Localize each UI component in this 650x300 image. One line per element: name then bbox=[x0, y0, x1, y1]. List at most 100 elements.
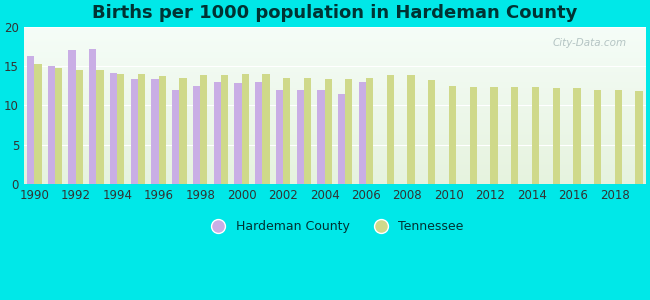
Bar bbox=[24, 53, 646, 55]
Bar bbox=[24, 55, 646, 56]
Bar bbox=[242, 74, 249, 184]
Bar bbox=[24, 123, 646, 124]
Bar bbox=[24, 45, 646, 47]
Bar bbox=[179, 78, 187, 184]
Bar bbox=[27, 56, 34, 184]
Bar bbox=[615, 90, 622, 184]
Bar bbox=[552, 88, 560, 184]
Bar bbox=[263, 74, 270, 184]
Bar bbox=[24, 173, 646, 175]
Legend: Hardeman County, Tennessee: Hardeman County, Tennessee bbox=[201, 215, 469, 238]
Bar bbox=[469, 87, 477, 184]
Bar bbox=[24, 128, 646, 129]
Bar bbox=[24, 47, 646, 49]
Bar bbox=[24, 80, 646, 82]
Bar bbox=[24, 176, 646, 178]
Bar bbox=[151, 80, 159, 184]
Bar bbox=[24, 91, 646, 93]
Bar bbox=[193, 86, 200, 184]
Bar bbox=[24, 150, 646, 151]
Bar bbox=[24, 58, 646, 60]
Bar bbox=[24, 49, 646, 50]
Bar bbox=[24, 124, 646, 126]
Bar bbox=[24, 112, 646, 113]
Bar bbox=[24, 116, 646, 118]
Bar bbox=[24, 181, 646, 183]
Bar bbox=[200, 75, 207, 184]
Bar bbox=[24, 110, 646, 112]
Bar bbox=[283, 78, 291, 184]
Bar bbox=[24, 113, 646, 115]
Bar bbox=[296, 90, 304, 184]
Bar bbox=[24, 98, 646, 99]
Bar bbox=[24, 41, 646, 42]
Bar bbox=[24, 64, 646, 66]
Bar bbox=[34, 64, 42, 184]
Bar bbox=[408, 75, 415, 184]
Bar bbox=[24, 30, 646, 31]
Bar bbox=[24, 68, 646, 69]
Bar bbox=[24, 71, 646, 72]
Bar bbox=[24, 104, 646, 105]
Bar bbox=[24, 126, 646, 128]
Bar bbox=[24, 61, 646, 63]
Bar bbox=[159, 76, 166, 184]
Bar bbox=[24, 118, 646, 120]
Bar bbox=[24, 39, 646, 41]
Bar bbox=[24, 26, 646, 28]
Bar bbox=[387, 75, 394, 184]
Bar bbox=[317, 90, 324, 184]
Bar bbox=[24, 145, 646, 146]
Bar bbox=[24, 107, 646, 109]
Bar bbox=[24, 105, 646, 107]
Bar bbox=[24, 131, 646, 132]
Bar bbox=[359, 82, 366, 184]
Bar bbox=[24, 28, 646, 30]
Bar bbox=[138, 74, 145, 184]
Bar bbox=[24, 154, 646, 156]
Bar bbox=[221, 75, 228, 184]
Bar bbox=[24, 170, 646, 172]
Bar bbox=[24, 86, 646, 88]
Bar bbox=[47, 66, 55, 184]
Bar bbox=[24, 77, 646, 79]
Bar bbox=[24, 162, 646, 164]
Bar bbox=[68, 50, 76, 184]
Bar bbox=[24, 121, 646, 123]
Bar bbox=[24, 140, 646, 142]
Bar bbox=[24, 88, 646, 90]
Bar bbox=[24, 38, 646, 39]
Text: City-Data.com: City-Data.com bbox=[553, 38, 627, 47]
Bar bbox=[24, 60, 646, 61]
Bar bbox=[24, 120, 646, 121]
Bar bbox=[24, 101, 646, 102]
Bar bbox=[24, 82, 646, 83]
Bar bbox=[24, 79, 646, 80]
Bar bbox=[276, 90, 283, 184]
Bar bbox=[214, 82, 221, 184]
Bar bbox=[24, 180, 646, 181]
Bar bbox=[24, 66, 646, 68]
Bar bbox=[24, 146, 646, 148]
Bar bbox=[24, 164, 646, 165]
Bar bbox=[24, 56, 646, 58]
Bar bbox=[511, 87, 518, 184]
Bar bbox=[24, 94, 646, 96]
Bar bbox=[24, 159, 646, 160]
Bar bbox=[24, 109, 646, 110]
Bar bbox=[24, 42, 646, 44]
Bar bbox=[24, 31, 646, 33]
Bar bbox=[24, 167, 646, 169]
Bar bbox=[449, 86, 456, 184]
Bar bbox=[24, 75, 646, 77]
Bar bbox=[24, 175, 646, 176]
Bar bbox=[24, 137, 646, 139]
Bar bbox=[55, 68, 62, 184]
Bar bbox=[338, 94, 345, 184]
Bar bbox=[24, 142, 646, 143]
Bar bbox=[24, 169, 646, 170]
Bar bbox=[24, 90, 646, 91]
Bar bbox=[490, 87, 498, 184]
Bar bbox=[594, 90, 601, 184]
Bar bbox=[24, 33, 646, 35]
